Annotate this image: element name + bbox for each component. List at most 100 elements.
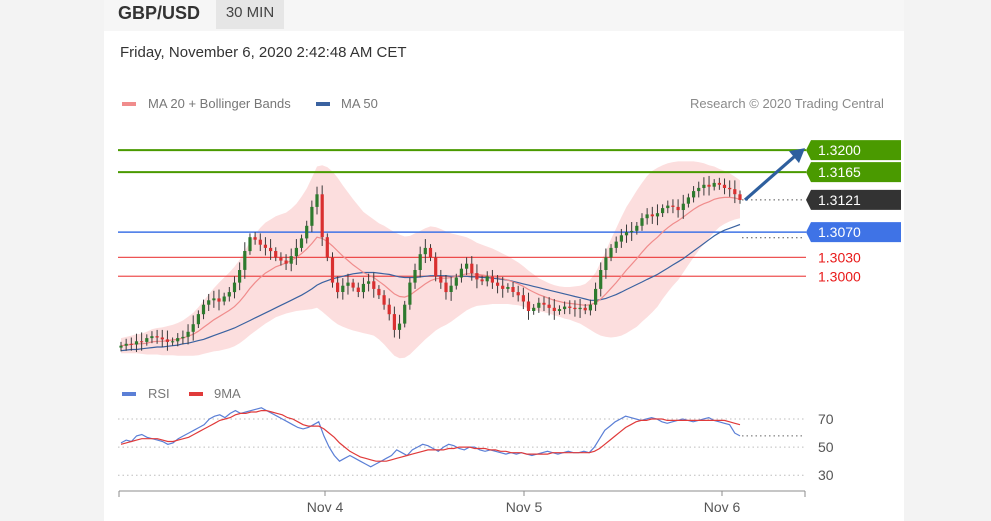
candle-body [532,307,536,311]
level-tag-2 [806,162,901,183]
candle-body [573,307,577,310]
candle-body [155,336,159,338]
symbol-title: GBP/USD [118,3,201,23]
candle-body [428,247,433,258]
candle-body [692,191,696,198]
candle-body [269,247,273,252]
candle-body [377,288,381,296]
candle-body [387,304,391,315]
candle-body [619,235,623,242]
candle-body [604,257,608,270]
datetime-label: Friday, November 6, 2020 2:42:48 AM CET [120,44,407,61]
candle-body [501,285,505,289]
candle-body [449,285,453,292]
candle-body [191,324,195,332]
ma20-line [120,196,741,347]
candle-body [222,296,226,302]
candle-body [635,225,639,231]
candle-body [310,206,314,226]
candle-body [196,314,200,325]
level-label-4: 1.3070 [818,224,861,240]
candle-body [661,208,665,214]
candle-body [207,300,211,305]
candle-body [681,203,685,210]
candle-body [119,345,123,348]
candle-body [733,189,737,195]
candle-body [165,339,169,342]
candle-body [176,338,180,342]
candle-body [557,309,562,311]
ma50-line [120,223,741,352]
candle-body [320,194,324,238]
candle-body [124,343,128,346]
candle-body [717,182,721,185]
rsi-tick-label: 50 [818,439,834,455]
candle-body [243,251,247,270]
candle-body [552,307,556,311]
candle-body [408,282,412,305]
candle-body [305,225,309,239]
candle-body [315,194,319,207]
candle-body [129,343,133,345]
candle-body [201,304,206,315]
candle-body [686,197,690,204]
x-tick-label: Nov 6 [704,499,741,515]
candle-body [403,304,407,324]
candle-body [181,336,185,339]
candle-body [454,277,458,286]
candle-body [676,206,680,211]
candle-body [392,314,396,330]
candle-body [671,205,675,207]
candle-body [645,214,649,219]
legend-label-ma50: MA 50 [341,96,378,111]
legend-label-rsi: RSI [148,386,170,401]
candle-body [248,237,252,252]
candle-body [707,184,711,187]
legend-swatch-rsi [122,392,136,396]
candle-body [666,205,670,209]
candle-body [702,184,706,188]
legend-swatch-ma50 [316,102,330,106]
candle-body [655,213,660,217]
candle-body [212,298,216,301]
candle-body [470,263,474,274]
candle-body [232,282,237,293]
rsi-series-1 [120,407,741,468]
level-label-6: 1.3000 [818,268,861,284]
candle-body [537,302,541,308]
candle-body [217,298,221,302]
candle-body [356,287,360,292]
candle-body [372,281,376,289]
candle-body [289,256,293,264]
level-label-5: 1.3030 [818,249,861,265]
candle-body [361,283,365,293]
candle-body [140,341,144,343]
candle-body [227,292,231,297]
rsi-tick-label: 70 [818,411,834,427]
candle-body [521,295,525,302]
timeframe-badge[interactable]: 30 MIN [216,0,284,29]
candle-body [547,304,551,308]
rsi-tick-label: 30 [818,467,834,483]
candle-body [351,282,355,288]
candle-body [150,336,154,339]
candle-body [397,323,402,330]
candle-body [134,341,139,345]
candle-body [480,279,484,282]
forecast-arrowhead [789,148,805,164]
candle-body [712,182,716,187]
candle-body [186,331,190,337]
candle-body [568,306,572,308]
candle-body [578,307,582,310]
candle-body [475,273,479,280]
candle-body [253,237,257,240]
candle-body [542,302,546,305]
candle-body [594,288,598,305]
candle-body [263,244,267,248]
candle-body [367,281,371,284]
candle-body [274,251,278,258]
candle-body [413,270,417,283]
candle-body [650,214,654,217]
level-tag-1 [806,140,901,161]
